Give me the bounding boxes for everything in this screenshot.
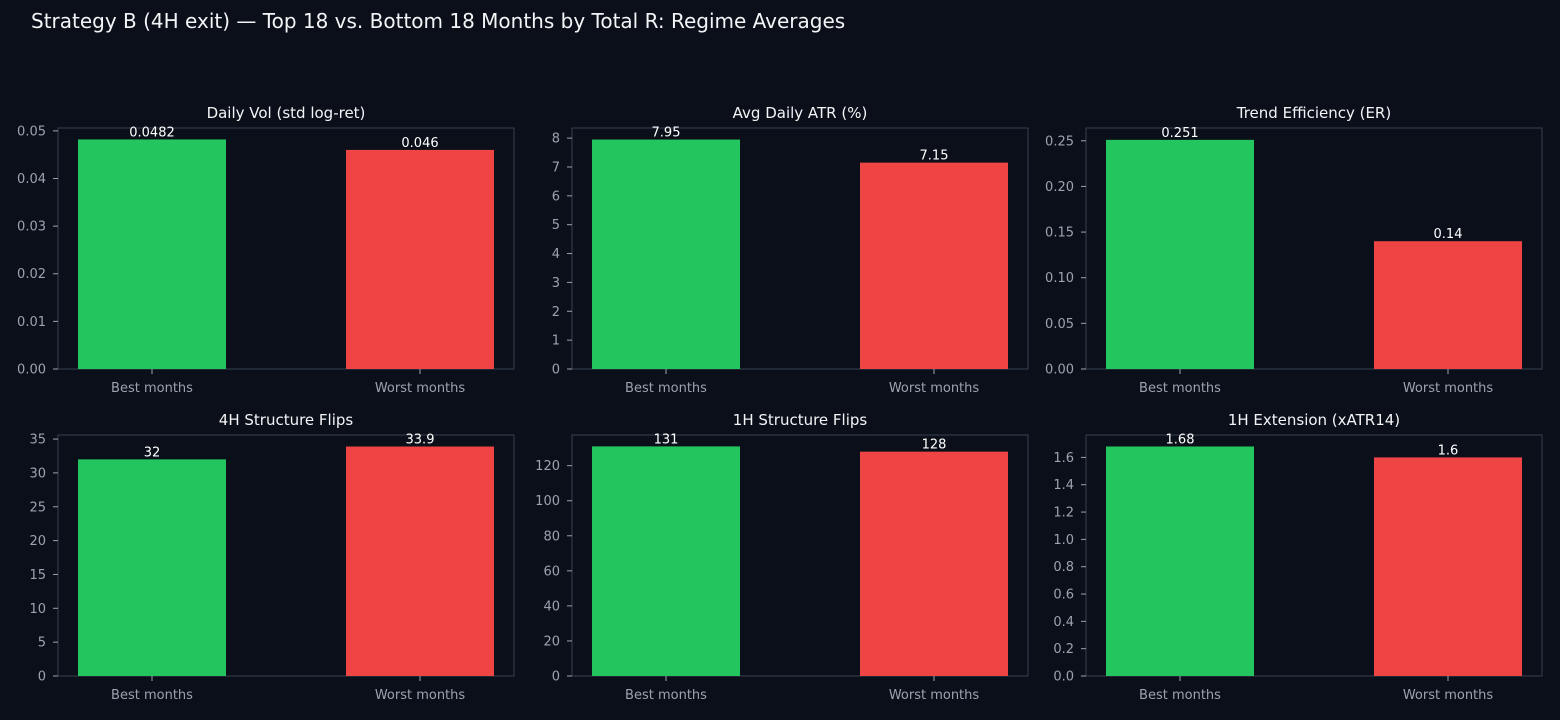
y-tick-label: 8 <box>552 132 560 147</box>
y-tick-label: 0 <box>38 670 46 685</box>
bar-best-months <box>78 139 226 369</box>
panel-frame-2 <box>571 127 1029 370</box>
panel-title-3: Trend Efficiency (ER) <box>1236 104 1391 122</box>
y-tick-label: 0.4 <box>1053 615 1074 630</box>
y-tick-label: 0.00 <box>1045 363 1074 378</box>
y-tick-label: 0.15 <box>1045 226 1074 241</box>
y-tick-label: 1.2 <box>1053 506 1074 521</box>
y-tick-label: 25 <box>29 500 46 515</box>
bar-best-months <box>1106 446 1254 676</box>
bar-worst-months <box>1374 457 1522 676</box>
bar-value-label: 32 <box>144 445 161 460</box>
y-tick-label: 0.01 <box>17 315 46 330</box>
y-tick-label: 2 <box>552 305 560 320</box>
y-tick-label: 0 <box>552 670 560 685</box>
y-tick-label: 20 <box>543 634 560 649</box>
y-tick-label: 0.02 <box>17 267 46 282</box>
bar-worst-months <box>346 446 494 676</box>
x-tick-label: Worst months <box>375 688 466 703</box>
panel-frame-6 <box>1085 434 1543 677</box>
y-tick-label: 7 <box>552 160 560 175</box>
y-tick-label: 0.2 <box>1053 642 1074 657</box>
x-tick-label: Best months <box>625 688 707 703</box>
bar-worst-months <box>346 149 494 369</box>
y-tick-label: 40 <box>543 599 560 614</box>
bar-value-label: 33.9 <box>406 433 435 448</box>
bar-value-label: 1.6 <box>1438 443 1459 458</box>
y-tick-label: 0.0 <box>1053 670 1074 685</box>
y-tick-label: 1.6 <box>1053 451 1074 466</box>
x-tick-label: Worst months <box>1403 688 1494 703</box>
panel-title-4: 4H Structure Flips <box>219 411 354 429</box>
panel-frame-3 <box>1085 127 1543 370</box>
bar-value-label: 7.95 <box>652 126 681 141</box>
y-tick-label: 1.0 <box>1053 533 1074 548</box>
y-tick-label: 0.05 <box>1045 317 1074 332</box>
y-tick-label: 0.20 <box>1045 180 1074 195</box>
panel-title-5: 1H Structure Flips <box>733 411 868 429</box>
x-tick-label: Worst months <box>889 381 980 396</box>
y-tick-label: 6 <box>552 189 560 204</box>
y-tick-label: 60 <box>543 564 560 579</box>
bar-value-label: 0.14 <box>1434 227 1463 242</box>
x-tick-label: Best months <box>1139 688 1221 703</box>
bar-worst-months <box>860 162 1008 369</box>
x-tick-label: Best months <box>1139 381 1221 396</box>
figure-title: Strategy B (4H exit) — Top 18 vs. Bottom… <box>31 9 846 33</box>
y-tick-label: 0.00 <box>17 363 46 378</box>
panel-title-2: Avg Daily ATR (%) <box>733 104 868 122</box>
y-tick-label: 0.25 <box>1045 134 1074 149</box>
y-tick-label: 0.6 <box>1053 588 1074 603</box>
y-tick-label: 0.03 <box>17 220 46 235</box>
y-tick-label: 0.10 <box>1045 271 1074 286</box>
y-tick-label: 35 <box>29 433 46 448</box>
bar-value-label: 0.046 <box>401 136 438 151</box>
x-tick-label: Best months <box>111 381 193 396</box>
bar-worst-months <box>1374 241 1522 369</box>
y-tick-label: 0.04 <box>17 172 46 187</box>
y-tick-label: 10 <box>29 602 46 617</box>
panel-frame-4 <box>57 434 515 677</box>
bar-value-label: 7.15 <box>920 149 949 164</box>
y-tick-label: 3 <box>552 276 560 291</box>
x-tick-label: Worst months <box>375 381 466 396</box>
y-tick-label: 15 <box>29 568 46 583</box>
panel-title-6: 1H Extension (xATR14) <box>1228 411 1400 429</box>
y-tick-label: 120 <box>535 459 560 474</box>
bar-value-label: 0.251 <box>1161 126 1198 141</box>
bar-value-label: 131 <box>654 432 679 447</box>
y-tick-label: 30 <box>29 466 46 481</box>
y-tick-label: 5 <box>38 636 46 651</box>
bar-value-label: 1.68 <box>1166 432 1195 447</box>
bar-best-months <box>592 446 740 676</box>
bar-best-months <box>1106 139 1254 369</box>
y-tick-label: 5 <box>552 218 560 233</box>
y-tick-label: 1 <box>552 334 560 349</box>
x-tick-label: Best months <box>625 381 707 396</box>
panel-frame-1 <box>57 127 515 370</box>
y-tick-label: 0.05 <box>17 124 46 139</box>
x-tick-label: Best months <box>111 688 193 703</box>
bar-best-months <box>78 459 226 676</box>
y-tick-label: 100 <box>535 494 560 509</box>
bar-value-label: 0.0482 <box>129 125 175 140</box>
x-tick-label: Worst months <box>1403 381 1494 396</box>
y-tick-label: 80 <box>543 529 560 544</box>
panel-frame-5 <box>571 434 1029 677</box>
y-tick-label: 1.4 <box>1053 478 1074 493</box>
bar-worst-months <box>860 451 1008 676</box>
y-tick-label: 20 <box>29 534 46 549</box>
y-tick-label: 0 <box>552 363 560 378</box>
panel-title-1: Daily Vol (std log-ret) <box>207 104 366 122</box>
y-tick-label: 0.8 <box>1053 560 1074 575</box>
bar-value-label: 128 <box>922 438 947 453</box>
y-tick-label: 4 <box>552 247 560 262</box>
x-tick-label: Worst months <box>889 688 980 703</box>
bar-best-months <box>592 139 740 369</box>
